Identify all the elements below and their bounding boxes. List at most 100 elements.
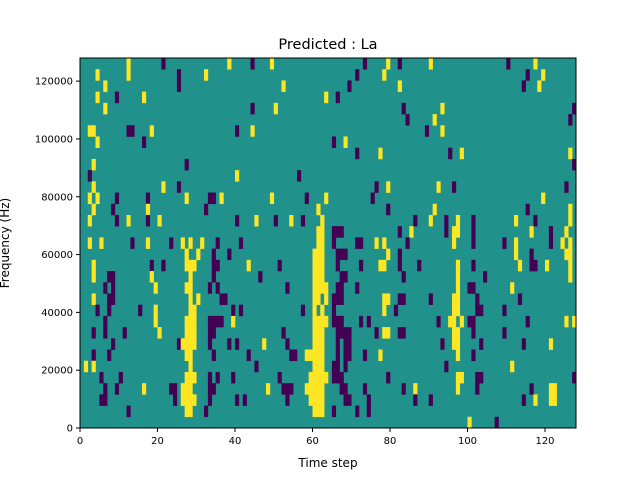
heatmap-cell-low [525, 315, 530, 328]
heatmap-cell-low [145, 192, 151, 205]
heatmap-cell-high [289, 214, 294, 227]
heatmap-cell-high [204, 69, 209, 81]
heatmap-cell-high [91, 271, 96, 283]
heatmap-cell-high [153, 304, 158, 317]
heatmap-cell-high [312, 360, 325, 373]
heatmap-cell-high [250, 125, 255, 137]
heatmap-cell-high [564, 226, 569, 238]
heatmap-cell-low [227, 248, 232, 261]
heatmap-cell-high [184, 248, 189, 261]
heatmap-cell-low [335, 91, 340, 104]
chart-title: Predicted : La [278, 37, 377, 53]
heatmap-cell-high [455, 383, 461, 395]
heatmap-cell-high [126, 58, 131, 70]
heatmap-cell-high [541, 69, 546, 81]
heatmap-cells [80, 58, 577, 429]
heatmap-cell-low [91, 349, 96, 362]
heatmap-cell-high [196, 248, 201, 261]
heatmap-cell-low [99, 394, 108, 406]
heatmap-cell-low [374, 181, 379, 193]
heatmap-cell-high [95, 136, 100, 148]
heatmap-cell-low [103, 383, 108, 395]
heatmap-cell-high [304, 349, 325, 362]
heatmap-cell-high [428, 214, 433, 227]
heatmap-cell-low [335, 349, 340, 362]
x-tick-label: 40 [229, 436, 242, 447]
heatmap-cell-low [502, 304, 507, 317]
heatmap-cell-high [142, 383, 147, 395]
heatmap-cell-high [227, 58, 232, 70]
heatmap-cell-high [316, 237, 325, 249]
heatmap-background [80, 58, 576, 428]
heatmap-cell-high [448, 315, 457, 328]
heatmap-cell-low [475, 383, 480, 395]
heatmap-cell-low [107, 293, 116, 305]
heatmap-cell-low [235, 125, 240, 137]
heatmap-cell-low [386, 371, 391, 384]
heatmap-cell-high [324, 293, 329, 305]
heatmap-cell-high [91, 360, 96, 373]
heatmap-cell-low [118, 371, 123, 384]
heatmap-cell-high [103, 80, 108, 92]
x-axis-label: Time step [297, 456, 357, 470]
heatmap-cell-high [103, 102, 108, 115]
heatmap-cell-low [374, 327, 379, 339]
heatmap-cell-low [161, 259, 166, 272]
heatmap-cell-high [157, 214, 162, 227]
heatmap-cell-low [235, 394, 240, 406]
heatmap-cell-high [316, 203, 321, 216]
heatmap-cell-low [479, 338, 484, 350]
heatmap-cell-low [107, 271, 116, 283]
heatmap-cell-high [510, 360, 515, 373]
heatmap-cell-high [184, 282, 193, 294]
heatmap-cell-high [184, 349, 193, 362]
heatmap-cell-low [335, 282, 344, 294]
heatmap-cell-high [343, 136, 348, 148]
heatmap-cell-high [320, 214, 325, 227]
heatmap-cell-high [269, 192, 275, 205]
heatmap-cell-low [355, 405, 360, 418]
heatmap-cell-low [343, 338, 352, 350]
heatmap-cell-high [397, 80, 402, 92]
y-tick-label: 0 [67, 424, 73, 435]
heatmap-cell-high [572, 315, 577, 328]
heatmap-cell-high [382, 237, 387, 249]
heatmap-cell-low [401, 102, 406, 115]
heatmap-cell-high [254, 214, 259, 227]
heatmap-cell-low [277, 371, 282, 384]
heatmap-cell-low [331, 226, 344, 238]
heatmap-cell-low [343, 360, 348, 373]
heatmap-cell-low [235, 338, 240, 350]
heatmap-cell-high [413, 383, 418, 395]
heatmap-cell-high [95, 91, 100, 104]
heatmap-cell-high [455, 214, 461, 227]
heatmap-cell-high [312, 327, 325, 339]
heatmap-cell-high [312, 248, 325, 261]
heatmap-cell-high [312, 259, 325, 272]
x-axis-ticks: 0 20 40 60 80 100 120 [77, 428, 555, 447]
heatmap-cell-low [475, 304, 484, 317]
heatmap-cell-high [200, 237, 205, 249]
heatmap-cell-high [409, 226, 414, 238]
heatmap-cell-low [355, 69, 360, 81]
heatmap-cell-low [87, 170, 92, 182]
heatmap-cell-low [219, 293, 228, 305]
heatmap-cell-high [374, 237, 379, 249]
y-tick-label: 120000 [35, 77, 73, 88]
heatmap-cell-low [207, 192, 216, 205]
heatmap-cell-low [246, 349, 251, 362]
heatmap-cell-high [180, 383, 193, 395]
heatmap-cell-low [300, 304, 306, 317]
heatmap-cell-low [347, 80, 352, 92]
heatmap-cell-low [111, 338, 116, 350]
heatmap-cell-low [231, 304, 236, 317]
heatmap-cell-low [428, 293, 433, 305]
heatmap-cell-low [529, 383, 534, 395]
heatmap-cell-low [494, 416, 499, 429]
heatmap-cell-low [114, 383, 120, 395]
heatmap-cell-low [107, 304, 112, 317]
heatmap-cell-low [467, 315, 476, 328]
heatmap-cell-low [169, 383, 178, 395]
heatmap-cell-high [568, 237, 573, 249]
heatmap-cell-low [564, 181, 569, 193]
